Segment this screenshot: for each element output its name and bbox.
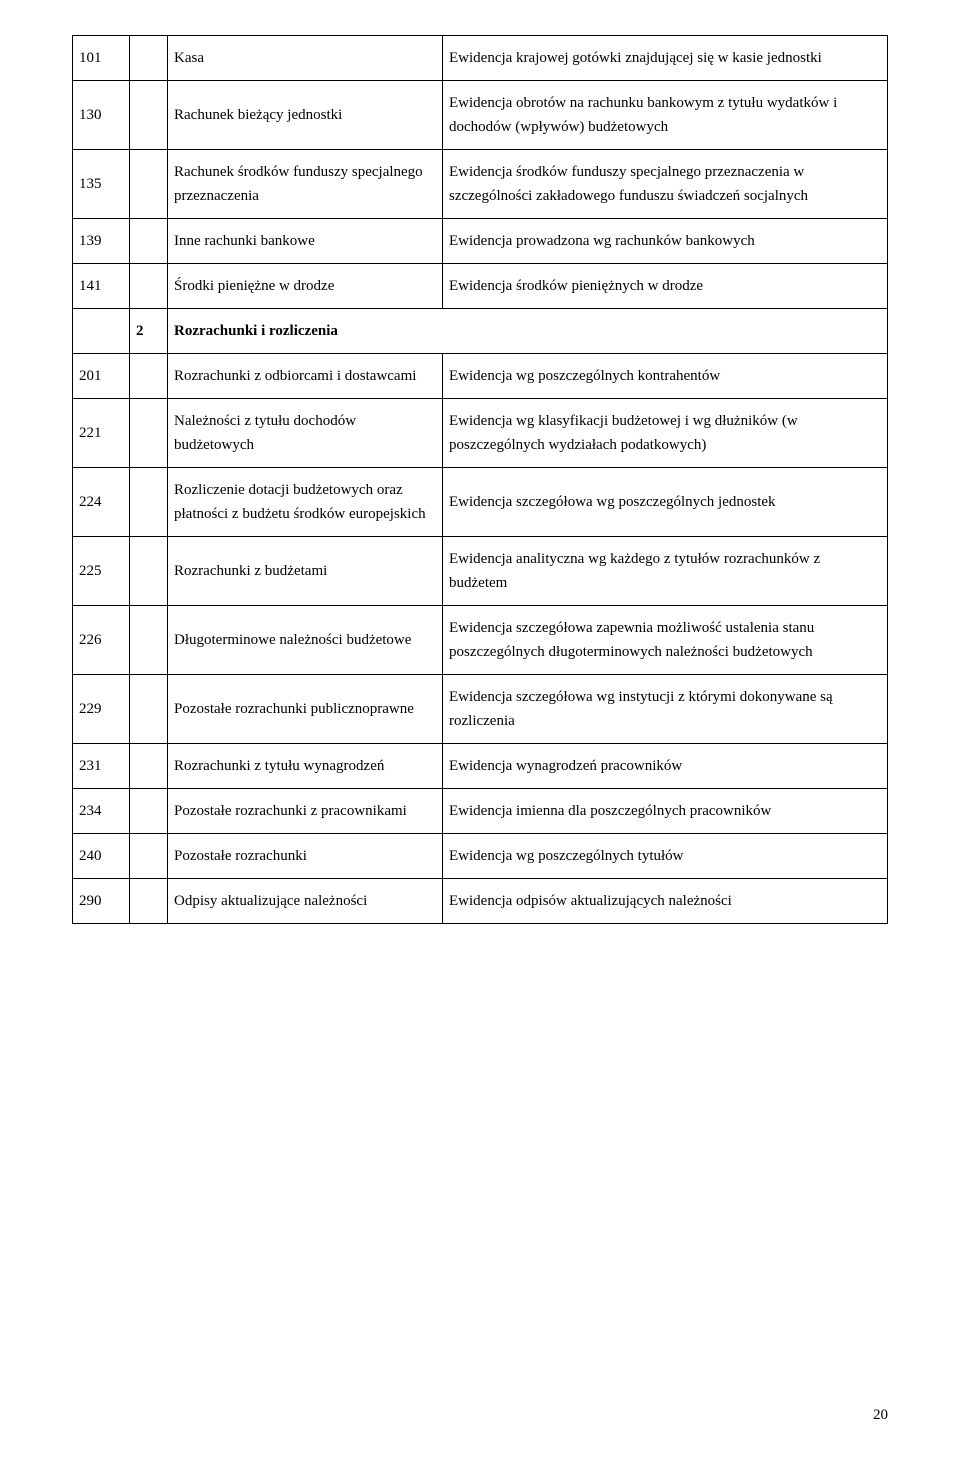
account-name-cell: Pozostałe rozrachunki xyxy=(168,834,443,879)
account-name-cell: Odpisy aktualizujące należności xyxy=(168,879,443,924)
group-number-cell xyxy=(130,264,168,309)
account-number-cell: 290 xyxy=(73,879,130,924)
group-number-cell xyxy=(130,81,168,150)
description-cell: Ewidencja wg poszczególnych kontrahentów xyxy=(443,354,888,399)
account-number-cell: 240 xyxy=(73,834,130,879)
group-number-cell xyxy=(130,789,168,834)
table-row: 221 Należności z tytułu dochodów budżetow… xyxy=(73,399,888,468)
account-name-cell: Rozliczenie dotacji budżetowych oraz pła… xyxy=(168,468,443,537)
description-cell: Ewidencja środków funduszy specjalnego p… xyxy=(443,150,888,219)
table-row: 101 KasaEwidencja krajowej gotówki znajdu… xyxy=(73,36,888,81)
table-row: 2Rozrachunki i rozliczenia xyxy=(73,309,888,354)
account-name-cell: Pozostałe rozrachunki z pracownikami xyxy=(168,789,443,834)
description-cell: Ewidencja szczegółowa zapewnia możliwość… xyxy=(443,606,888,675)
account-number-cell: 221 xyxy=(73,399,130,468)
account-number-cell xyxy=(73,309,130,354)
group-number-cell xyxy=(130,537,168,606)
accounts-table: 101 KasaEwidencja krajowej gotówki znajdu… xyxy=(72,35,888,924)
group-number-cell xyxy=(130,468,168,537)
table-row: 224 Rozliczenie dotacji budżetowych oraz … xyxy=(73,468,888,537)
account-name-cell: Rozrachunki z tytułu wynagrodzeń xyxy=(168,744,443,789)
account-number-cell: 225 xyxy=(73,537,130,606)
table-row: 201 Rozrachunki z odbiorcami i dostawcami… xyxy=(73,354,888,399)
account-number-cell: 201 xyxy=(73,354,130,399)
table-row: 231 Rozrachunki z tytułu wynagrodzeńEwide… xyxy=(73,744,888,789)
description-cell: Ewidencja odpisów aktualizujących należn… xyxy=(443,879,888,924)
account-name-cell: Kasa xyxy=(168,36,443,81)
description-cell: Ewidencja środków pieniężnych w drodze xyxy=(443,264,888,309)
account-name-cell: Środki pieniężne w drodze xyxy=(168,264,443,309)
description-cell: Ewidencja obrotów na rachunku bankowym z… xyxy=(443,81,888,150)
account-name-cell: Rachunek bieżący jednostki xyxy=(168,81,443,150)
table-row: 229 Pozostałe rozrachunki publicznoprawne… xyxy=(73,675,888,744)
account-number-cell: 101 xyxy=(73,36,130,81)
account-name-cell: Inne rachunki bankowe xyxy=(168,219,443,264)
table-row: 240 Pozostałe rozrachunkiEwidencja wg pos… xyxy=(73,834,888,879)
account-name-cell: Rachunek środków funduszy specjalnego pr… xyxy=(168,150,443,219)
description-cell: Ewidencja wynagrodzeń pracowników xyxy=(443,744,888,789)
account-number-cell: 234 xyxy=(73,789,130,834)
group-number-cell: 2 xyxy=(130,309,168,354)
account-number-cell: 139 xyxy=(73,219,130,264)
table-row: 139 Inne rachunki bankoweEwidencja prowad… xyxy=(73,219,888,264)
account-number-cell: 135 xyxy=(73,150,130,219)
description-cell: Ewidencja imienna dla poszczególnych pra… xyxy=(443,789,888,834)
description-cell: Ewidencja szczegółowa wg poszczególnych … xyxy=(443,468,888,537)
table-row: 130 Rachunek bieżący jednostkiEwidencja o… xyxy=(73,81,888,150)
table-row: 226 Długoterminowe należności budżetoweEw… xyxy=(73,606,888,675)
description-cell: Ewidencja szczegółowa wg instytucji z kt… xyxy=(443,675,888,744)
account-number-cell: 229 xyxy=(73,675,130,744)
group-number-cell xyxy=(130,834,168,879)
table-row: 290 Odpisy aktualizujące należnościEwiden… xyxy=(73,879,888,924)
group-number-cell xyxy=(130,675,168,744)
table-row: 141 Środki pieniężne w drodzeEwidencja śr… xyxy=(73,264,888,309)
table-row: 135 Rachunek środków funduszy specjalnego… xyxy=(73,150,888,219)
account-name-cell: Należności z tytułu dochodów budżetowych xyxy=(168,399,443,468)
account-number-cell: 130 xyxy=(73,81,130,150)
document-page: 101 KasaEwidencja krajowej gotówki znajdu… xyxy=(0,0,960,1459)
section-header-cell: Rozrachunki i rozliczenia xyxy=(168,309,888,354)
group-number-cell xyxy=(130,36,168,81)
group-number-cell xyxy=(130,879,168,924)
group-number-cell xyxy=(130,606,168,675)
account-name-cell: Rozrachunki z budżetami xyxy=(168,537,443,606)
description-cell: Ewidencja wg klasyfikacji budżetowej i w… xyxy=(443,399,888,468)
account-number-cell: 226 xyxy=(73,606,130,675)
account-number-cell: 141 xyxy=(73,264,130,309)
description-cell: Ewidencja analityczna wg każdego z tytuł… xyxy=(443,537,888,606)
group-number-cell xyxy=(130,354,168,399)
account-number-cell: 224 xyxy=(73,468,130,537)
table-body: 101 KasaEwidencja krajowej gotówki znajdu… xyxy=(73,36,888,924)
page-number: 20 xyxy=(873,1407,888,1424)
description-cell: Ewidencja prowadzona wg rachunków bankow… xyxy=(443,219,888,264)
group-number-cell xyxy=(130,150,168,219)
table-row: 234 Pozostałe rozrachunki z pracownikamiE… xyxy=(73,789,888,834)
account-name-cell: Pozostałe rozrachunki publicznoprawne xyxy=(168,675,443,744)
description-cell: Ewidencja krajowej gotówki znajdującej s… xyxy=(443,36,888,81)
group-number-cell xyxy=(130,399,168,468)
group-number-cell xyxy=(130,219,168,264)
account-name-cell: Długoterminowe należności budżetowe xyxy=(168,606,443,675)
description-cell: Ewidencja wg poszczególnych tytułów xyxy=(443,834,888,879)
table-row: 225 Rozrachunki z budżetamiEwidencja anal… xyxy=(73,537,888,606)
group-number-cell xyxy=(130,744,168,789)
account-number-cell: 231 xyxy=(73,744,130,789)
account-name-cell: Rozrachunki z odbiorcami i dostawcami xyxy=(168,354,443,399)
